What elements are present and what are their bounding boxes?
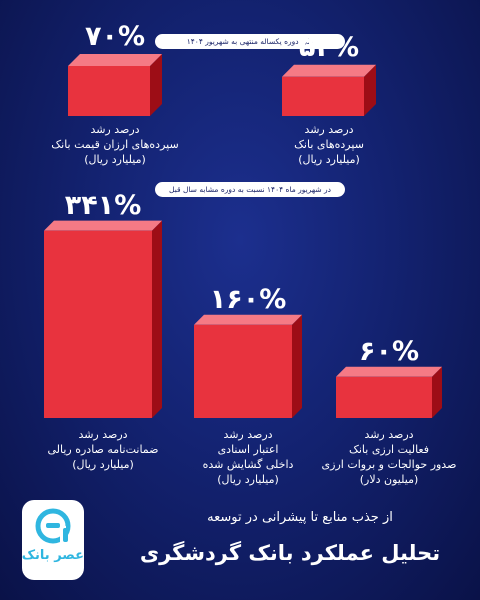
category-line: ضمانت‌نامه صادره ریالی	[47, 443, 159, 456]
bar-category-label: درصد رشد فعالیت ارزی بانک صدور حوالجات و ب…	[304, 427, 474, 487]
category-line: (میلیارد ریال)	[217, 473, 279, 486]
category-line: (میلیارد ریال)	[298, 153, 360, 166]
category-line: سپرده‌های ارزان قیمت بانک	[51, 138, 179, 151]
bar-side-1-0	[152, 220, 162, 418]
period-pill-monthly: در شهریور ماه ۱۴۰۴ نسبت به دوره مشابه سا…	[155, 182, 345, 197]
bar-category-label: درصد رشد ضمانت‌نامه صادره ریالی (میلیارد ر…	[18, 427, 188, 472]
category-line: فعالیت ارزی بانک	[349, 443, 429, 456]
category-line: صدور حوالجات و بروات ارزی	[321, 458, 457, 471]
category-line: درصد رشد	[223, 428, 273, 441]
category-line: درصد رشد	[304, 123, 354, 136]
category-line: درصد رشد	[78, 428, 128, 441]
category-line: درصد رشد	[90, 123, 140, 136]
bar-top-0-0	[68, 54, 162, 66]
bar-0-0	[68, 66, 150, 116]
bar-value-label: ۳۴۱%	[64, 189, 142, 221]
bar-side-0-1	[364, 64, 376, 116]
bar-value-label: ۵۲%	[298, 31, 359, 63]
bar-side-0-0	[150, 54, 162, 116]
bar-side-1-2	[432, 366, 442, 418]
bar-top-0-1	[282, 64, 376, 77]
bar-value-label: ۱۶۰%	[209, 283, 287, 315]
bar-category-label: درصد رشد سپرده‌های ارزان قیمت بانک (میلیار…	[40, 122, 190, 167]
bar-1-1	[194, 324, 292, 418]
category-line: داخلی گشایش شده	[202, 458, 294, 471]
bar-category-label: درصد رشد اعتبار اسنادی داخلی گشایش شده (میل…	[178, 427, 318, 487]
a-letter-logo-icon	[35, 508, 71, 544]
category-line: (میلیارد ریال)	[72, 458, 134, 471]
bar-value-label: ۶۰%	[358, 335, 419, 367]
bar-top-1-1	[194, 314, 302, 325]
logo-text: عصر بانک	[21, 548, 84, 563]
category-line: درصد رشد	[364, 428, 414, 441]
category-line: (میلیون دلار)	[359, 473, 419, 486]
bar-top-1-0	[44, 220, 162, 231]
category-line: سپرده‌های بانک	[294, 138, 364, 151]
bar-side-1-1	[292, 314, 302, 418]
bar-0-1	[282, 76, 364, 116]
bar-1-0	[44, 230, 152, 418]
category-line: اعتبار اسنادی	[217, 443, 279, 456]
bar-top-1-2	[336, 366, 442, 377]
tagline: از جذب منابع تا پیشرانی در توسعه	[207, 510, 393, 525]
period-pill-annual: طی دوره یکساله منتهی به شهریور ۱۴۰۴	[155, 34, 345, 49]
bar-1-2	[336, 376, 432, 418]
asr-bank-logo: عصر بانک	[22, 500, 84, 580]
category-line: (میلیارد ریال)	[84, 153, 146, 166]
headline: تحلیل عملکرد بانک گردشگری	[139, 541, 441, 565]
bar-category-label: درصد رشد سپرده‌های بانک (میلیارد ریال)	[264, 122, 394, 167]
bar-value-label: ۷۰%	[84, 21, 145, 52]
